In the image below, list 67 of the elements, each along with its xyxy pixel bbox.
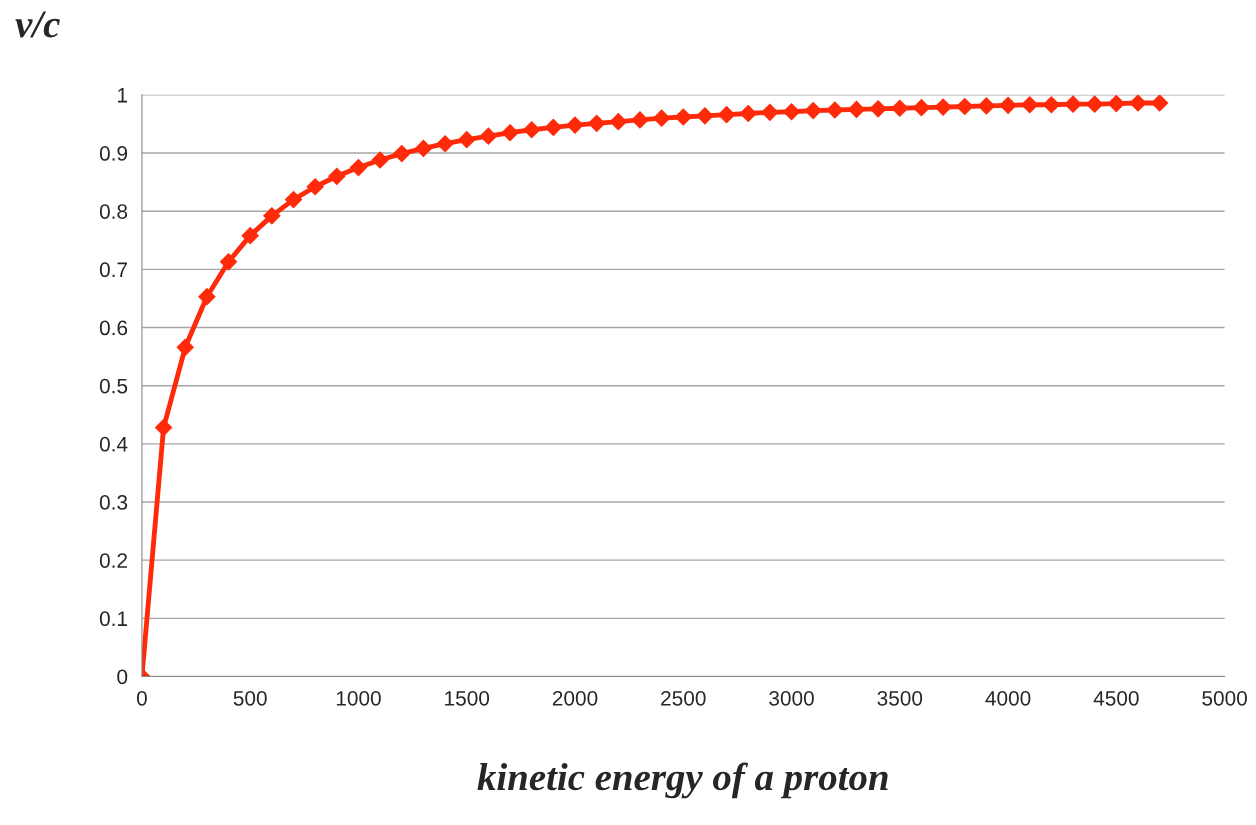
point	[999, 96, 1017, 115]
point	[501, 123, 519, 142]
x-tick-label: 3000	[769, 690, 814, 706]
point	[219, 252, 238, 271]
point	[934, 98, 952, 116]
point	[284, 190, 303, 209]
point	[371, 151, 389, 169]
point	[544, 118, 563, 137]
x-tick-label: 2000	[552, 690, 598, 706]
y-tick-label: 1	[118, 88, 128, 103]
y-tick-label: 0.8	[99, 204, 128, 219]
x-tick-label: 4500	[1093, 690, 1139, 706]
y-axis-title: v/c	[15, 11, 60, 38]
point	[912, 98, 931, 117]
point	[522, 120, 541, 139]
point	[392, 144, 411, 163]
point	[479, 127, 498, 146]
x-axis-title: kinetic energy of a proton	[477, 762, 888, 799]
point	[436, 134, 454, 153]
point	[804, 101, 823, 120]
x-tick-label: 3500	[877, 690, 923, 706]
x-tick-label: 500	[233, 690, 267, 706]
point	[414, 139, 433, 158]
y-tick-label: 0.3	[99, 495, 128, 510]
point	[241, 226, 260, 245]
point	[1020, 95, 1039, 114]
y-tick-label: 0.5	[99, 378, 128, 394]
point	[826, 101, 844, 119]
point	[198, 287, 216, 306]
point	[955, 97, 974, 116]
point	[1107, 94, 1126, 113]
point	[327, 167, 346, 186]
point	[847, 100, 866, 119]
y-tick-label: 0.1	[99, 611, 128, 627]
point	[1129, 94, 1147, 112]
x-tick-label: 5000	[1202, 690, 1247, 706]
y-tick-label: 0	[117, 669, 128, 685]
point	[869, 100, 887, 118]
point	[609, 112, 628, 131]
point	[977, 97, 996, 115]
y-tick-label: 0.6	[99, 320, 128, 336]
point	[263, 207, 281, 225]
point	[176, 338, 195, 357]
point	[696, 106, 714, 125]
point	[1064, 95, 1082, 114]
x-tick-label: 0	[136, 690, 147, 706]
point	[761, 103, 779, 122]
x-tick-label: 2500	[661, 690, 706, 706]
y-tick-label: 0.7	[99, 262, 127, 278]
x-tick-label: 4000	[985, 690, 1031, 706]
point	[1085, 95, 1104, 114]
point	[587, 114, 606, 133]
y-tick-label: 0.9	[99, 146, 128, 161]
y-tick-label: 0.4	[99, 436, 128, 452]
y-tick-label: 0.2	[99, 553, 127, 568]
point	[739, 104, 758, 123]
point	[631, 111, 649, 129]
point	[349, 158, 368, 177]
point	[154, 418, 173, 437]
point	[566, 116, 584, 134]
point	[457, 130, 476, 149]
x-tick-label: 1500	[445, 690, 490, 706]
x-tick-label: 1000	[336, 690, 381, 706]
point	[717, 105, 736, 124]
point	[306, 177, 324, 196]
point	[782, 102, 801, 121]
point	[652, 109, 671, 127]
